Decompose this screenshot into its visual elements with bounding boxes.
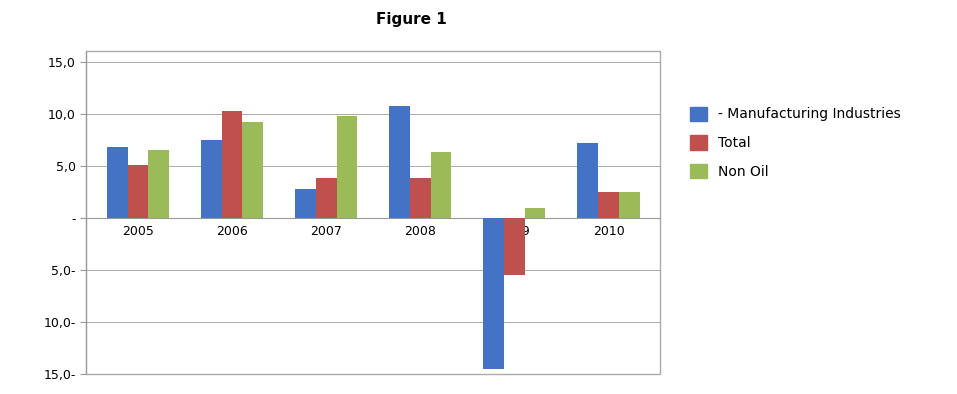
- Bar: [222, 111, 242, 218]
- Bar: [316, 178, 337, 218]
- Bar: [242, 122, 263, 218]
- Bar: [337, 116, 357, 218]
- Bar: [410, 178, 431, 218]
- Bar: [483, 218, 504, 369]
- Bar: [201, 140, 222, 218]
- Bar: [389, 106, 410, 218]
- Legend: - Manufacturing Industries, Total, Non Oil: - Manufacturing Industries, Total, Non O…: [690, 107, 901, 179]
- Bar: [127, 165, 148, 218]
- Bar: [86, 51, 660, 374]
- Bar: [504, 218, 524, 275]
- Text: Figure 1: Figure 1: [376, 12, 447, 27]
- Bar: [577, 143, 598, 218]
- Bar: [598, 192, 619, 218]
- Bar: [295, 189, 316, 218]
- Bar: [619, 192, 639, 218]
- Bar: [431, 152, 452, 218]
- Bar: [148, 150, 169, 218]
- Bar: [524, 208, 545, 218]
- Bar: [107, 147, 127, 218]
